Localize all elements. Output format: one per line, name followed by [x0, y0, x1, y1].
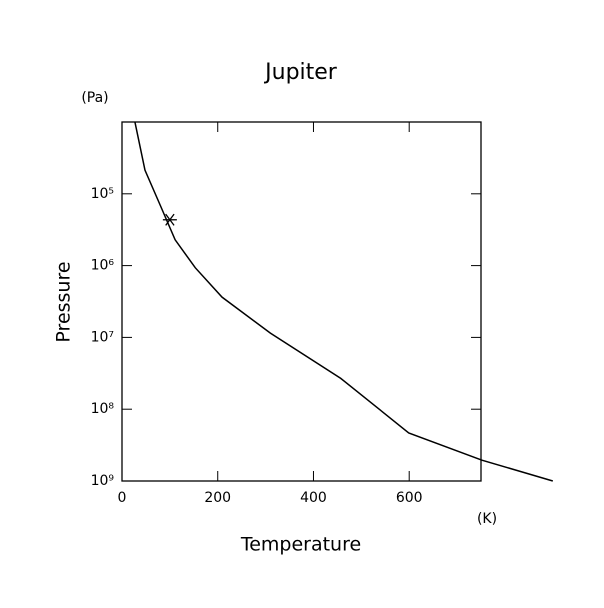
- chart-title: Jupiter: [263, 60, 338, 85]
- plot-frame: [121, 121, 482, 482]
- x-axis-unit: (K): [477, 511, 497, 527]
- y-axis-unit: (Pa): [81, 90, 108, 106]
- x-tick-label: 600: [396, 490, 423, 506]
- y-tick-label: 10⁹: [91, 473, 115, 489]
- data-point-marker: [162, 213, 177, 226]
- x-tick-label: 200: [204, 490, 231, 506]
- y-tick-label: 10⁶: [91, 258, 115, 274]
- y-tick-label: 10⁵: [91, 186, 114, 202]
- y-tick-label: 10⁸: [91, 401, 115, 417]
- x-tick-label: 0: [118, 490, 127, 506]
- x-tick-label: 400: [300, 490, 327, 506]
- data-line: [134, 121, 554, 482]
- x-axis-label: Temperature: [240, 534, 361, 556]
- y-axis-label: Pressure: [53, 261, 75, 342]
- y-tick-label: 10⁷: [91, 329, 114, 345]
